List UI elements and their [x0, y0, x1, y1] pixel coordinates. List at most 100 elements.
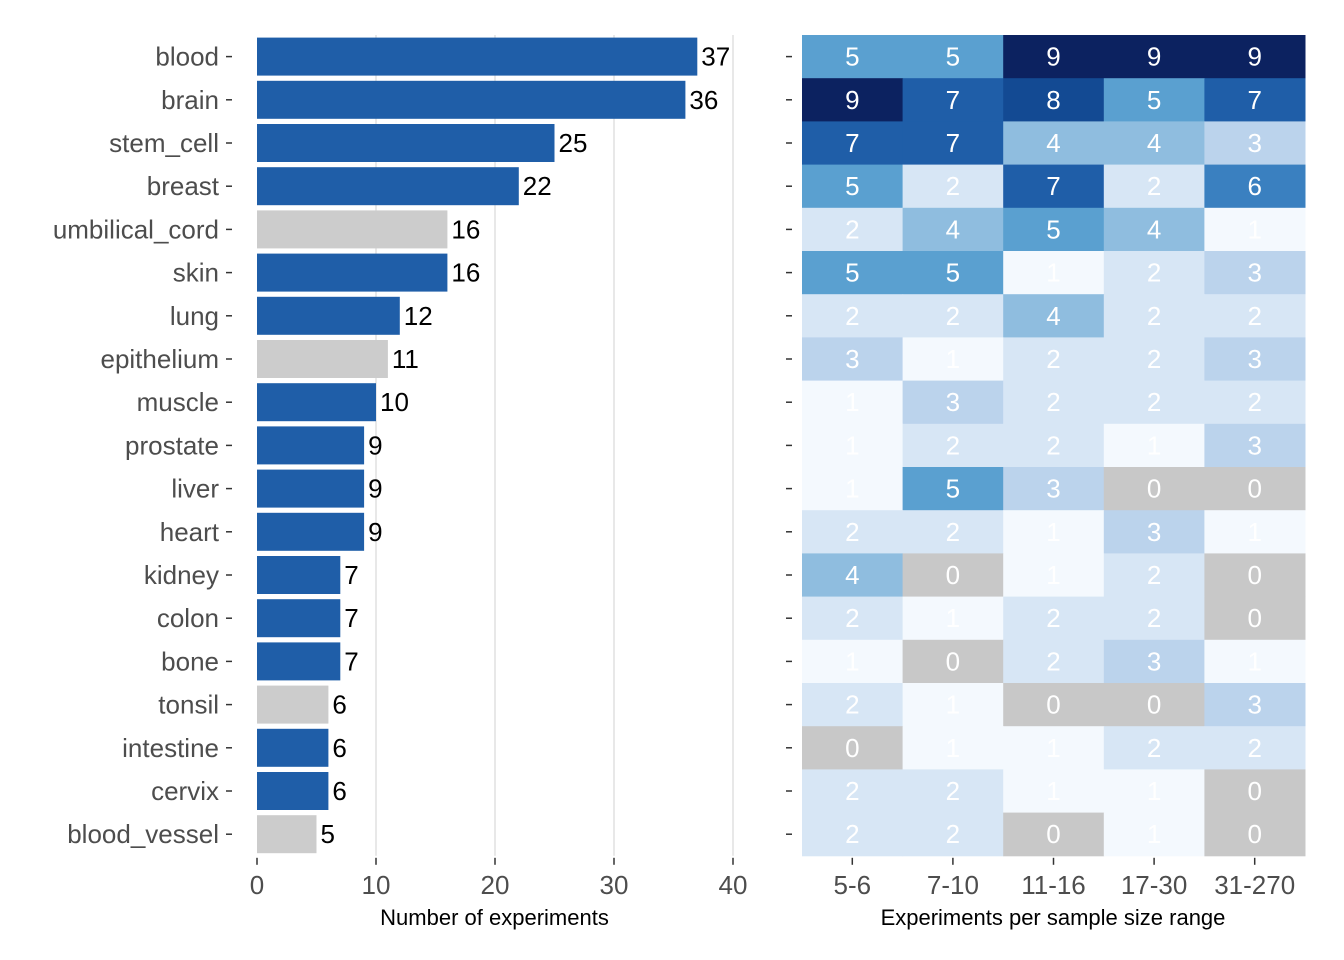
category-label: blood	[155, 42, 219, 72]
heatmap-cell-label: 2	[946, 301, 960, 331]
heatmap-cell-label: 4	[1046, 128, 1060, 158]
heatmap-cell	[802, 35, 904, 79]
heatmap-cell-label: 5	[1046, 214, 1060, 244]
heatmap-cell-label: 9	[1046, 42, 1060, 72]
heatmap-cell	[902, 164, 1004, 209]
heatmap-cell-label: 3	[1247, 690, 1261, 720]
heatmap-cell	[1204, 769, 1306, 814]
heatmap-cell-label: 2	[946, 430, 960, 460]
heatmap-cell	[1204, 467, 1306, 511]
heatmap-cell	[1204, 78, 1306, 122]
heatmap-cell-label: 1	[946, 603, 960, 633]
heatmap-cell-label: 3	[1247, 128, 1261, 158]
heatmap-cell-label: 2	[1147, 258, 1161, 288]
heatmap-cell-label: 0	[1147, 474, 1161, 504]
heatmap-cell	[902, 553, 1004, 598]
heatmap-cell-label: 3	[1046, 474, 1060, 504]
heatmap-cell-label: 1	[1046, 733, 1060, 763]
category-label: stem_cell	[109, 128, 219, 158]
heatmap-cell	[1204, 683, 1306, 727]
heatmap-cell	[1103, 510, 1205, 554]
heatmap-cell-label: 2	[1247, 301, 1261, 331]
heatmap-cell-label: 0	[1247, 474, 1261, 504]
heatmap-cell	[1003, 683, 1105, 727]
heatmap-cell-label: 2	[845, 603, 859, 633]
category-label: bone	[161, 646, 219, 676]
heatmap-cell	[902, 294, 1004, 338]
bar-value-label: 7	[344, 560, 358, 590]
heatmap-cell	[802, 380, 904, 425]
heatmap-cell	[902, 683, 1004, 727]
heatmap-cell	[1003, 121, 1105, 166]
bar	[257, 512, 365, 551]
heatmap-cell-label: 4	[1147, 214, 1161, 244]
heatmap-cell-label: 1	[1147, 819, 1161, 849]
heatmap-cell-label: 5	[946, 474, 960, 504]
bar	[257, 37, 698, 76]
heatmap-cell	[802, 683, 904, 727]
bar-value-label: 12	[404, 301, 433, 331]
bar-value-label: 6	[332, 776, 346, 806]
heatmap-cell-label: 4	[845, 560, 859, 590]
heatmap-cell-label: 1	[1046, 258, 1060, 288]
heatmap-cell-label: 3	[1247, 430, 1261, 460]
heatmap-panel: 5 5 9 9 9 9 7 8 5 7 7 7 4 4 3 5 2 7 2 6 2 4 5 4 1 5 5 1 2 3 2 2 4 2 2 3 1 2 2 3…	[786, 35, 1306, 930]
heatmap-cell-label: 2	[946, 517, 960, 547]
heatmap-cell-label: 0	[1046, 819, 1060, 849]
heatmap-cell	[1103, 380, 1205, 425]
heatmap-cell	[802, 337, 904, 382]
heatmap-cell	[1003, 726, 1105, 770]
heatmap-cell	[1003, 553, 1105, 598]
bar	[257, 253, 448, 292]
heatmap-cell	[1204, 510, 1306, 554]
heatmap-cell-label: 2	[845, 776, 859, 806]
heatmap-cell	[1204, 423, 1306, 468]
heatmap-cell-label: 1	[1247, 214, 1261, 244]
heatmap-cell	[1003, 380, 1105, 425]
heatmap-cell-label: 1	[845, 430, 859, 460]
heatmap-cell	[1103, 423, 1205, 468]
heatmap-cell	[1103, 639, 1205, 684]
heatmap-cell	[802, 164, 904, 209]
column-label: 11-16	[1021, 870, 1086, 900]
category-label: kidney	[144, 560, 219, 590]
heatmap-cell-label: 3	[1147, 646, 1161, 676]
heatmap-cell-label: 1	[1147, 430, 1161, 460]
heatmap-cell	[902, 812, 1004, 857]
heatmap-cell	[802, 769, 904, 814]
heatmap-cell	[1103, 769, 1205, 814]
heatmap-cell-label: 2	[946, 819, 960, 849]
heatmap-cell	[1103, 251, 1205, 295]
heatmap-cell-label: 2	[845, 301, 859, 331]
heatmap-x-axis: 5-6 7-10 11-16 17-30 31-270	[834, 857, 1295, 900]
bar	[257, 642, 341, 681]
heatmap-cell-label: 5	[946, 258, 960, 288]
heatmap-cell-label: 2	[1046, 430, 1060, 460]
heatmap-cell-label: 2	[1147, 344, 1161, 374]
heatmap-cell	[1103, 337, 1205, 382]
bar	[257, 167, 519, 206]
heatmap-cell	[1204, 164, 1306, 209]
heatmap-cell-label: 6	[1247, 171, 1261, 201]
bar	[257, 340, 388, 378]
category-label: epithelium	[100, 344, 219, 374]
heatmap-cell-label: 7	[1046, 171, 1060, 201]
heatmap-cell-label: 2	[845, 517, 859, 547]
heatmap-cell-label: 5	[845, 42, 859, 72]
heatmap-cell	[1204, 121, 1306, 166]
heatmap-cell	[1003, 337, 1105, 382]
heatmap-cell-label: 2	[1147, 301, 1161, 331]
heatmap-cell-label: 0	[1147, 690, 1161, 720]
category-label: breast	[147, 171, 220, 201]
heatmap-cell-label: 1	[1247, 646, 1261, 676]
heatmap-cell-label: 1	[946, 690, 960, 720]
heatmap-cell	[802, 812, 904, 857]
bar-value-label: 16	[451, 214, 480, 244]
heatmap-cell-label: 2	[845, 214, 859, 244]
column-label: 31-270	[1214, 870, 1295, 900]
heatmap-cell	[1204, 639, 1306, 684]
x-tick-label: 40	[719, 870, 748, 900]
heatmap-cell-label: 9	[845, 85, 859, 115]
